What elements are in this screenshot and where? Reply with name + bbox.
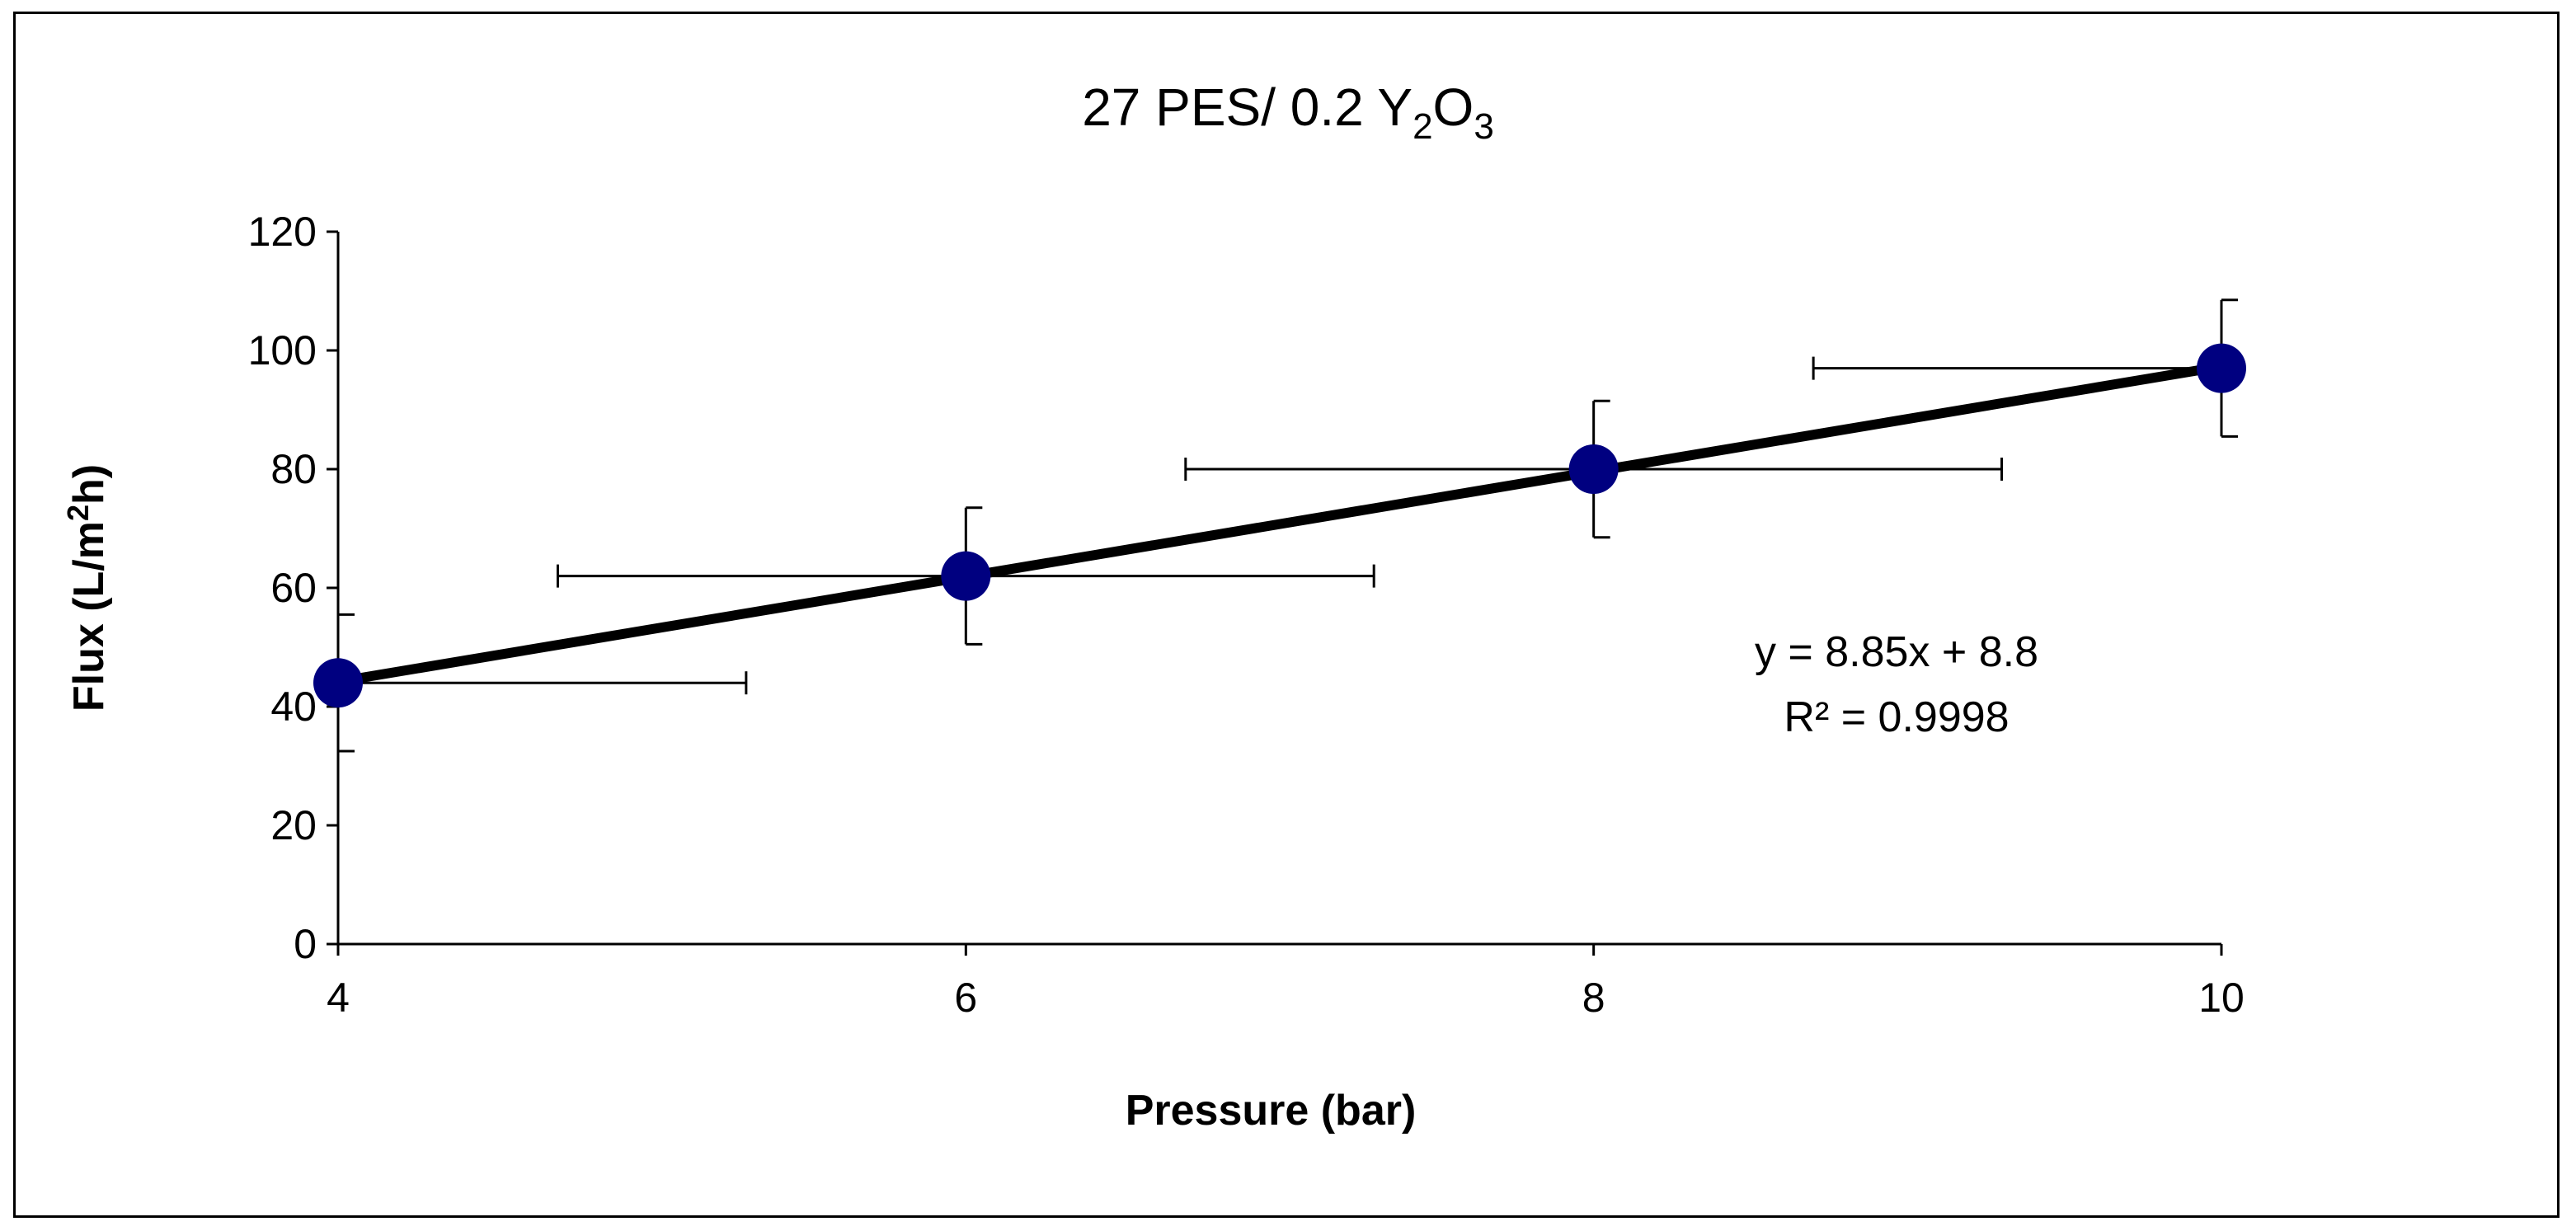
data-point: [2197, 343, 2246, 393]
y-axis-title: Flux (L/m2h): [61, 464, 113, 712]
y-ticks: 0 20 40 60 80 100 120: [248, 209, 338, 967]
data-point: [941, 551, 991, 601]
chart-title: 27 PES/ 0.2 Y2O3: [1082, 78, 1494, 147]
trendline-r2: R² = 0.9998: [1784, 693, 2009, 741]
trendline-group: [337, 361, 2222, 687]
trendline: [337, 361, 2222, 687]
y-tick-label: 100: [248, 327, 317, 374]
y-tick-label: 40: [270, 684, 317, 730]
x-tick-label: 10: [2198, 975, 2245, 1021]
data-points: [313, 343, 2246, 708]
y-tick-label: 80: [270, 446, 317, 492]
y-tick-label: 120: [248, 209, 317, 255]
y-tick-label: 20: [270, 802, 317, 848]
x-tick-label: 8: [1582, 975, 1605, 1021]
trendline-equation: y = 8.85x + 8.8: [1755, 628, 2038, 676]
x-ticks: 4 6 8 10: [327, 944, 2245, 1021]
x-axis-title: Pressure (bar): [1126, 1087, 1417, 1135]
data-point: [1568, 444, 1619, 494]
chart-frame: [13, 12, 2560, 1218]
y-tick-label: 0: [294, 921, 317, 967]
data-point: [313, 658, 363, 708]
x-tick-label: 4: [327, 975, 350, 1021]
x-tick-label: 6: [954, 975, 977, 1021]
y-tick-label: 60: [270, 565, 317, 611]
